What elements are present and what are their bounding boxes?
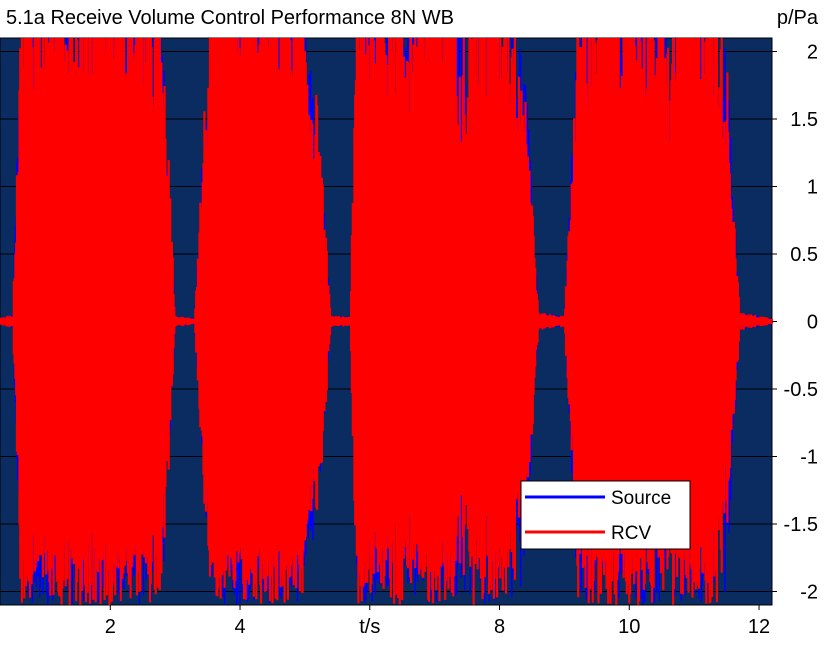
y-tick-label: -1.5	[784, 514, 818, 536]
x-tick-label: t/s	[359, 616, 380, 638]
y-tick-label: 0	[807, 312, 818, 334]
x-tick-label: 8	[494, 616, 505, 638]
y-tick-label: -1	[800, 447, 818, 469]
y-tick-label: 1.5	[790, 109, 818, 131]
y-tick-label: 2	[807, 42, 818, 64]
axis-ticks: 2 1.5 1 0.5 0 -0.5 -1 -1.5 -2 2 4 t/s 8 10 12	[105, 42, 818, 639]
y-tick-label: -0.5	[784, 379, 818, 401]
y-axis-label: p/Pa	[777, 7, 819, 29]
x-tick-label: 4	[234, 616, 245, 638]
chart-title: 5.1a Receive Volume Control Performance …	[6, 7, 454, 29]
x-tick-label: 12	[748, 616, 770, 638]
legend: Source RCV	[520, 480, 691, 550]
y-tick-label: -2	[800, 582, 818, 604]
series-rcv	[0, 38, 774, 605]
legend-label-source: Source	[611, 488, 671, 509]
y-tick-label: 1	[807, 177, 818, 199]
series-line-rcv	[0, 38, 774, 605]
y-tick-label: 0.5	[790, 244, 818, 266]
legend-box	[520, 480, 691, 550]
x-tick-label: 10	[618, 616, 640, 638]
legend-label-rcv: RCV	[611, 523, 651, 544]
x-tick-label: 2	[105, 616, 116, 638]
series-group	[0, 38, 774, 605]
